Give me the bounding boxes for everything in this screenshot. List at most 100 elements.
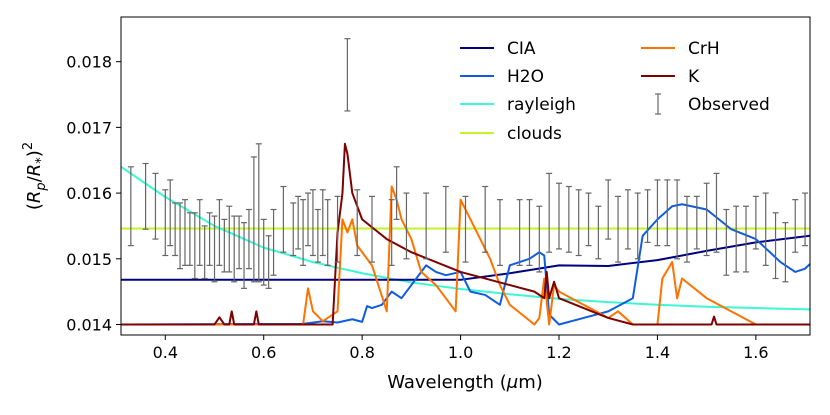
observed-errorbar	[216, 199, 223, 266]
legend-label: CIA	[507, 39, 536, 59]
observed-errorbar	[241, 222, 248, 289]
series-layer	[121, 142, 810, 326]
legend-label: CrH	[688, 39, 720, 59]
observed-errorbar	[556, 182, 563, 250]
legend-item-observed: Observed	[655, 93, 770, 115]
observed-errorbar	[324, 199, 331, 266]
observed-errorbar	[595, 205, 602, 260]
observed-errorbar	[196, 199, 203, 266]
y-tick-label: 0.018	[66, 53, 112, 72]
legend-item-cia: CIA	[460, 39, 536, 59]
observed-errorbar	[634, 192, 641, 260]
y-axis: 0.014 0.015 0.016 0.017 0.018	[66, 53, 121, 334]
legend-item-h2o: H2O	[460, 67, 544, 87]
observed-errorbar	[236, 215, 243, 270]
x-axis: 0.4 0.6 0.8 1.0 1.2 1.4 1.6	[153, 335, 769, 362]
observed-errorbar	[536, 205, 543, 273]
x-tick-label: 1.4	[645, 343, 670, 362]
legend-label: H2O	[507, 67, 544, 87]
observed-errorbar	[300, 199, 307, 266]
observed-errorbar	[334, 195, 341, 263]
observed-errorbar	[482, 185, 489, 253]
observed-errorbar	[772, 212, 779, 280]
observed-errorbar	[344, 38, 351, 112]
errorbar-layer	[127, 38, 809, 289]
observed-errorbar	[403, 192, 410, 260]
observed-errorbar	[462, 195, 469, 263]
x-axis-label: Wavelength (μm)	[387, 372, 543, 393]
x-tick-label: 0.8	[349, 343, 374, 362]
observed-errorbar	[142, 162, 149, 230]
legend-label: rayleigh	[507, 95, 576, 115]
observed-errorbar	[255, 143, 262, 283]
observed-errorbar	[782, 222, 789, 283]
observed-errorbar	[423, 192, 430, 260]
observed-errorbar	[265, 235, 272, 289]
y-axis-label: (Rp/R*)2	[21, 142, 49, 210]
observed-errorbar	[792, 199, 799, 253]
observed-errorbar	[526, 199, 533, 266]
y-tick-label: 0.014	[66, 315, 112, 334]
x-tick-label: 0.4	[153, 343, 178, 362]
x-tick-label: 1.2	[546, 343, 571, 362]
observed-errorbar	[295, 195, 302, 250]
observed-errorbar	[644, 189, 651, 243]
observed-errorbar	[516, 199, 523, 266]
observed-errorbar	[723, 208, 730, 276]
observed-errorbar	[368, 195, 375, 263]
legend-item-crh: CrH	[641, 39, 720, 59]
observed-errorbar	[802, 192, 809, 247]
x-tick-label: 1.6	[743, 343, 768, 362]
observed-errorbar	[713, 172, 720, 253]
observed-errorbar	[575, 189, 582, 257]
x-tick-label: 1.0	[448, 343, 473, 362]
observed-errorbar	[211, 215, 218, 283]
observed-errorbar	[752, 195, 759, 250]
x-tick-label: 0.6	[251, 343, 276, 362]
observed-errorbar	[201, 225, 208, 280]
observed-errorbar	[191, 212, 198, 280]
series-line-rayleigh	[121, 165, 810, 311]
y-tick-label: 0.015	[66, 250, 112, 269]
observed-errorbar	[733, 205, 740, 273]
observed-errorbar	[152, 172, 159, 240]
legend-label: K	[688, 67, 700, 87]
observed-errorbar	[442, 185, 449, 253]
observed-errorbar	[206, 212, 213, 266]
plot-frame	[120, 16, 811, 336]
observed-errorbar	[585, 192, 592, 247]
observed-errorbar	[496, 199, 503, 266]
y-tick-label: 0.016	[66, 184, 112, 203]
observed-errorbar	[314, 208, 321, 263]
observed-errorbar	[127, 166, 134, 247]
observed-errorbar	[624, 189, 631, 250]
observed-errorbar	[674, 179, 681, 260]
series-line-h2o	[121, 203, 810, 326]
legend-label: Observed	[688, 95, 770, 115]
observed-errorbar	[245, 208, 252, 270]
observed-errorbar	[393, 166, 400, 220]
observed-errorbar	[703, 182, 710, 257]
observed-errorbar	[546, 172, 553, 253]
legend-item-rayleigh: rayleigh	[460, 95, 576, 115]
legend-item-clouds: clouds	[460, 124, 562, 144]
series-line-k	[121, 142, 810, 326]
observed-errorbar	[167, 179, 174, 247]
observed-errorbar	[290, 202, 297, 257]
observed-errorbar	[270, 208, 277, 276]
observed-errorbar	[693, 195, 700, 250]
observed-errorbar	[683, 195, 690, 263]
observed-errorbar	[177, 202, 184, 270]
observed-errorbar	[388, 199, 395, 266]
observed-errorbar	[762, 192, 769, 266]
y-tick-label: 0.017	[66, 118, 112, 137]
observed-errorbar	[615, 195, 622, 263]
observed-errorbar	[305, 192, 312, 247]
observed-errorbar	[664, 179, 671, 247]
legend-item-k: K	[641, 67, 700, 87]
observed-errorbar	[319, 189, 326, 257]
observed-errorbar	[605, 179, 612, 240]
observed-errorbar	[309, 189, 316, 257]
